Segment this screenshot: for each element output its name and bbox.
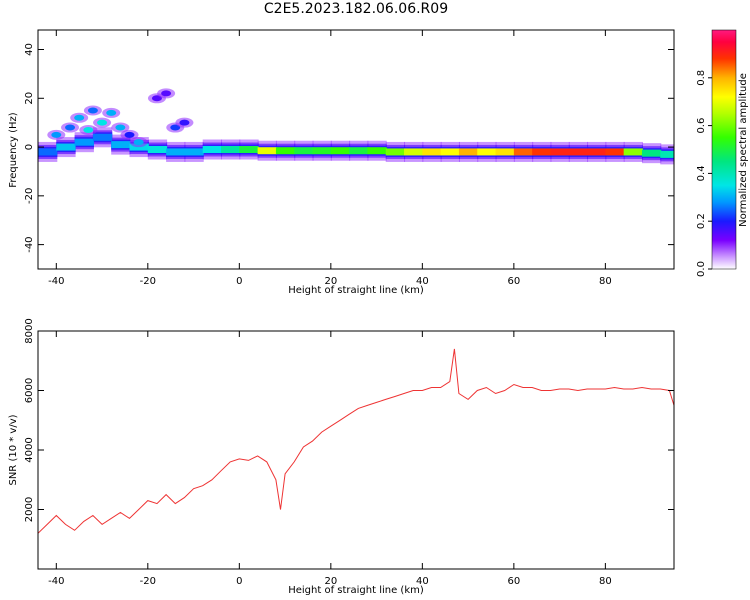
spectrogram-blob xyxy=(51,131,62,138)
spectrogram-ridge-cell xyxy=(477,148,497,156)
snr-x-tick-label: 80 xyxy=(599,576,612,587)
snr-x-tick-label: 0 xyxy=(236,576,242,587)
spectrogram-y-tick-label: -40 xyxy=(24,236,35,252)
spectrogram-ridge-cell xyxy=(660,150,674,158)
spectrogram-ridge-cell xyxy=(202,146,223,153)
spectrogram-ridge-cell xyxy=(312,147,332,155)
spectrogram-ridge-cell xyxy=(568,148,589,156)
snr-x-tick-label: -40 xyxy=(48,576,64,587)
spectrogram-panel: -40 -20 0 20 40 60 80 -40 -20 0 20 40 Height of str… xyxy=(8,29,689,296)
spectrogram-blob xyxy=(97,119,108,126)
spectrogram-ridge-cell xyxy=(147,146,168,153)
snr-y-tick-label: 4000 xyxy=(24,437,35,462)
colorbar-label: Normalized spectral amplitude xyxy=(738,73,749,227)
spectrogram-blob xyxy=(133,139,144,146)
spectrogram-blob xyxy=(151,95,162,102)
spectrogram-ridge-cell xyxy=(674,151,689,158)
spectrogram-blob xyxy=(115,124,126,131)
spectrogram-x-tick-label: -40 xyxy=(48,276,64,287)
spectrogram-blob xyxy=(106,109,117,116)
spectrogram-ridge-cell xyxy=(74,138,94,146)
snr-y-tick-label: 6000 xyxy=(24,378,35,403)
spectrogram-blob xyxy=(83,126,94,133)
snr-y-tick-label: 2000 xyxy=(24,497,35,522)
spectrogram-y-axis-label: Frequency (Hz) xyxy=(8,112,19,188)
spectrogram-x-tick-label: 40 xyxy=(416,276,429,287)
spectrogram-x-axis-label: Height of straight line (km) xyxy=(288,285,424,296)
spectrogram-blob xyxy=(74,114,85,121)
spectrogram-ridge-cell xyxy=(38,148,58,156)
snr-x-axis-label: Height of straight line (km) xyxy=(288,585,424,596)
snr-series-line xyxy=(38,348,674,534)
spectrogram-ridge-cell xyxy=(92,133,113,141)
spectrogram-ridge-cell xyxy=(275,147,296,155)
spectrogram-ridge-cell xyxy=(294,147,314,155)
spectrogram-blob xyxy=(124,131,135,138)
spectrogram-ridge-cell xyxy=(623,148,643,156)
snr-x-tick-label: 40 xyxy=(416,576,429,587)
spectrogram-x-tick-label: 0 xyxy=(236,276,242,287)
spectrogram-ridge-cell xyxy=(404,148,424,156)
snr-x-tick-label: 20 xyxy=(324,576,337,587)
spectrogram-ridge-cell xyxy=(605,148,625,156)
spectrogram-ridge-cell xyxy=(56,143,76,151)
colorbar-tick-label: 0.4 xyxy=(696,165,707,181)
snr-x-tick-label: 60 xyxy=(507,576,520,587)
snr-y-tick-label: 8000 xyxy=(24,318,35,343)
spectrogram-ridge-cell xyxy=(513,148,534,156)
snr-y-axis-label: SNR (10 * v/v) xyxy=(8,414,19,485)
spectrogram-y-tick-label: -20 xyxy=(24,188,35,204)
spectrogram-ridge-cell xyxy=(587,148,607,156)
spectrogram-x-tick-label: 60 xyxy=(507,276,520,287)
spectrogram-ridge-cell xyxy=(550,148,570,156)
colorbar-tick-label: 0.0 xyxy=(696,261,707,277)
spectrogram-ridge-cell xyxy=(532,148,552,156)
spectrogram-x-tick-label: 80 xyxy=(599,276,612,287)
spectrogram-ridge-cell xyxy=(257,147,277,155)
colorbar-tick-label: 0.6 xyxy=(696,118,707,134)
spectrogram-ridge-cell xyxy=(221,146,241,153)
spectrogram-ridge-cell xyxy=(422,148,442,156)
spectrogram-blob xyxy=(170,124,181,131)
spectrogram-y-tick-label: 0 xyxy=(24,144,35,150)
spectrogram-blob xyxy=(161,90,172,97)
spectrogram-ridge-cell xyxy=(111,141,131,149)
colorbar: 0.0 0.2 0.4 0.6 0.8 Normalized spectral ampl… xyxy=(696,29,749,277)
spectrogram-ridge-cell xyxy=(184,148,204,156)
spectrogram-blob xyxy=(87,107,98,114)
spectrogram-ridge-cell xyxy=(367,147,387,155)
spectrogram-ridge-cell xyxy=(495,148,515,156)
colorbar-tick-label: 0.2 xyxy=(696,213,707,229)
spectrogram-blob xyxy=(65,124,76,131)
figure-title: C2E5.2023.182.06.06.R09 xyxy=(264,1,448,17)
colorbar-tick-label: 0.8 xyxy=(696,70,707,86)
spectrogram-y-tick-label: 20 xyxy=(24,92,35,105)
spectrogram-x-tick-label: 20 xyxy=(324,276,337,287)
spectrogram-ridge-cell xyxy=(641,149,662,157)
spectrogram-x-tick-label: -20 xyxy=(140,276,156,287)
spectrogram-blob xyxy=(179,119,190,126)
spectrogram-y-tick-label: 40 xyxy=(24,43,35,56)
spectrogram-ridge-cell xyxy=(239,146,259,153)
spectrogram-ridge-cell xyxy=(385,148,406,156)
snr-x-tick-label: -20 xyxy=(140,576,156,587)
spectrogram-ridge-cell xyxy=(330,147,351,155)
spectrogram-ridge-cell xyxy=(440,148,460,156)
spectrogram-ridge-cell xyxy=(349,147,369,155)
spectrogram-ridge-cell xyxy=(458,148,479,156)
snr-panel: -40 -20 0 20 40 60 80 2000 4000 6000 8000 Height o… xyxy=(8,318,675,596)
spectrogram-ridge-cell xyxy=(166,148,186,156)
